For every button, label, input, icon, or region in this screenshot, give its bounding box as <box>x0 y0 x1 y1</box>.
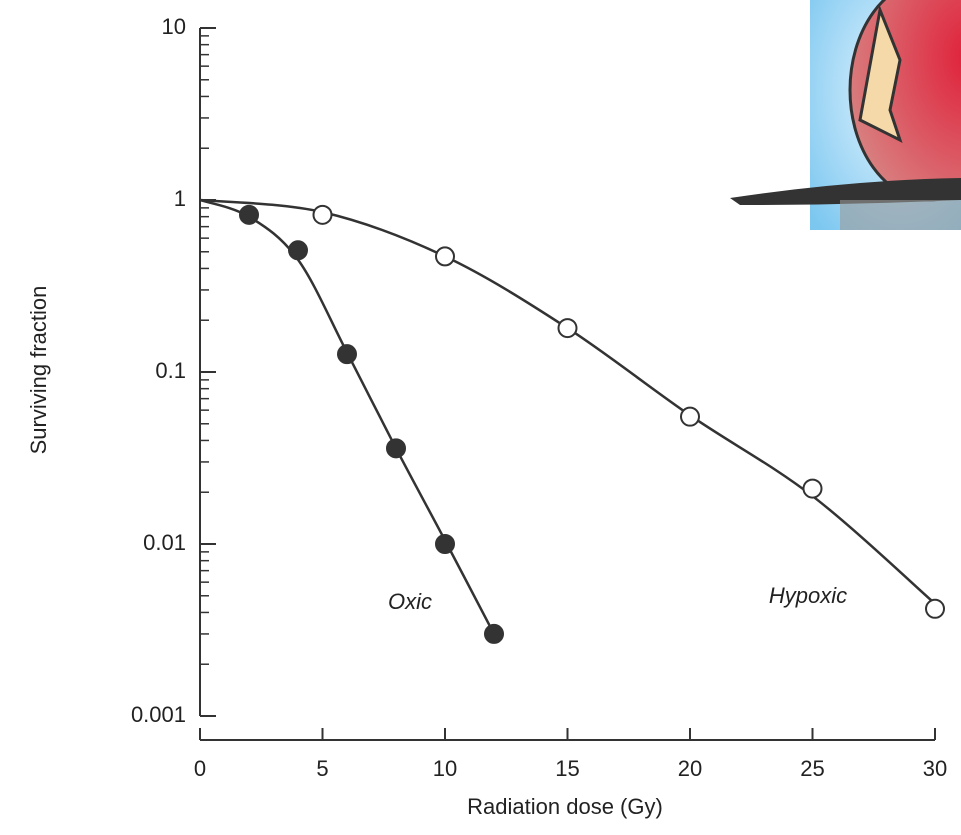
y-tick-label: 0.1 <box>155 358 186 383</box>
x-tick-label: 25 <box>800 756 824 781</box>
y-tick-label: 1 <box>174 186 186 211</box>
data-point <box>239 204 259 225</box>
data-point <box>680 406 700 427</box>
y-tick-label: 0.01 <box>143 530 186 555</box>
data-point <box>802 478 823 499</box>
series-label: Oxic <box>388 589 432 614</box>
y-axis-label: Surviving fraction <box>26 286 51 455</box>
data-point <box>386 438 406 459</box>
x-tick-label: 30 <box>923 756 947 781</box>
data-point <box>288 240 308 261</box>
x-tick-label: 15 <box>555 756 579 781</box>
y-tick-label: 0.001 <box>131 702 186 727</box>
data-point <box>435 534 455 554</box>
cartoon-illustration <box>730 0 961 230</box>
data-point <box>435 246 455 267</box>
data-point <box>925 598 945 619</box>
x-tick-label: 10 <box>433 756 457 781</box>
x-tick-label: 0 <box>194 756 206 781</box>
fit-curve <box>199 198 936 605</box>
y-tick-label: 10 <box>162 14 186 39</box>
data-point <box>484 623 504 644</box>
data-point <box>312 204 333 225</box>
data-point <box>557 318 578 339</box>
x-axis-label: Radiation dose (Gy) <box>467 794 663 819</box>
series-label: Hypoxic <box>769 583 847 608</box>
x-tick-label: 20 <box>678 756 702 781</box>
x-tick-label: 5 <box>316 756 328 781</box>
data-point <box>337 344 357 365</box>
